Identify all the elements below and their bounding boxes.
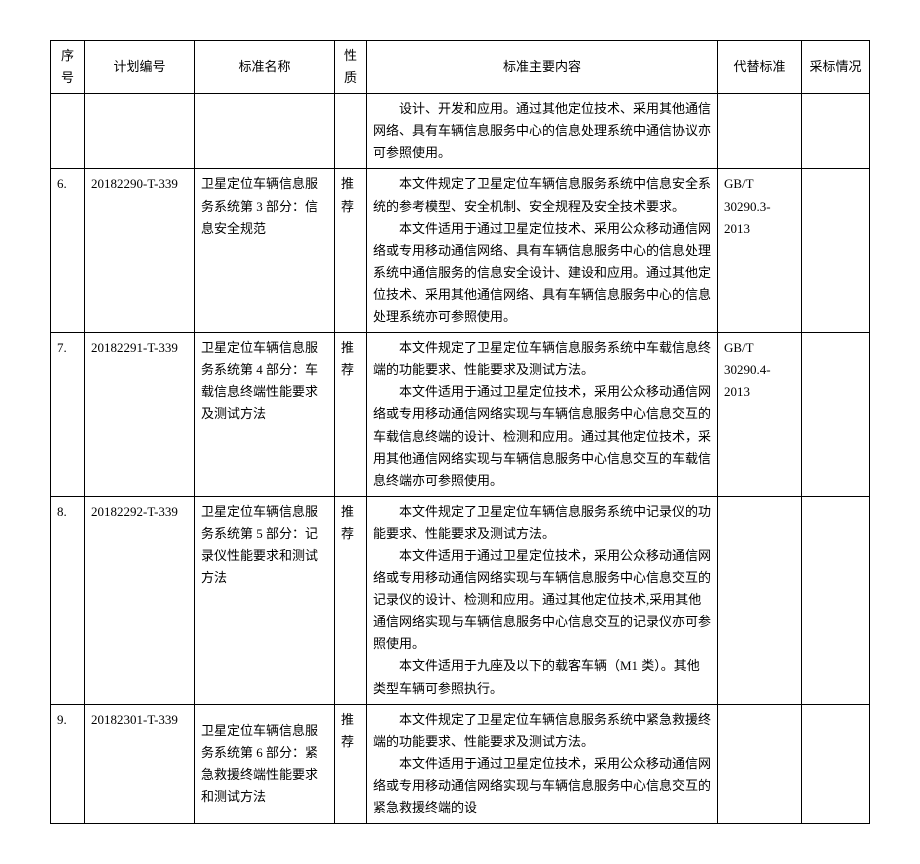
cell-adopt <box>802 94 870 169</box>
cell-seq: 7. <box>51 333 85 497</box>
cell-seq <box>51 94 85 169</box>
cell-content: 本文件规定了卫星定位车辆信息服务系统中紧急救援终端的功能要求、性能要求及测试方法… <box>367 704 718 823</box>
table-row: 设计、开发和应用。通过其他定位技术、采用其他通信网络、具有车辆信息服务中心的信息… <box>51 94 870 169</box>
header-name: 标准名称 <box>195 41 335 94</box>
cell-nature: 推荐 <box>335 333 367 497</box>
cell-plan: 20182301-T-339 <box>85 704 195 823</box>
standards-table: 序号 计划编号 标准名称 性质 标准主要内容 代替标准 采标情况 设计、开发和应… <box>50 40 870 824</box>
cell-replace <box>718 704 802 823</box>
cell-nature: 推荐 <box>335 496 367 704</box>
cell-content: 本文件规定了卫星定位车辆信息服务系统中信息安全系统的参考模型、安全机制、安全规程… <box>367 169 718 333</box>
cell-seq: 8. <box>51 496 85 704</box>
cell-name <box>195 94 335 169</box>
cell-adopt <box>802 169 870 333</box>
cell-replace <box>718 94 802 169</box>
content-paragraph: 本文件规定了卫星定位车辆信息服务系统中记录仪的功能要求、性能要求及测试方法。 <box>373 501 711 545</box>
header-plan: 计划编号 <box>85 41 195 94</box>
table-body: 设计、开发和应用。通过其他定位技术、采用其他通信网络、具有车辆信息服务中心的信息… <box>51 94 870 824</box>
content-paragraph: 设计、开发和应用。通过其他定位技术、采用其他通信网络、具有车辆信息服务中心的信息… <box>373 98 711 164</box>
cell-content: 本文件规定了卫星定位车辆信息服务系统中记录仪的功能要求、性能要求及测试方法。本文… <box>367 496 718 704</box>
cell-content: 本文件规定了卫星定位车辆信息服务系统中车载信息终端的功能要求、性能要求及测试方法… <box>367 333 718 497</box>
cell-replace: GB/T 30290.4-2013 <box>718 333 802 497</box>
header-replace: 代替标准 <box>718 41 802 94</box>
cell-name: 卫星定位车辆信息服务系统第 5 部分：记录仪性能要求和测试方法 <box>195 496 335 704</box>
header-adopt: 采标情况 <box>802 41 870 94</box>
content-paragraph: 本文件规定了卫星定位车辆信息服务系统中车载信息终端的功能要求、性能要求及测试方法… <box>373 337 711 381</box>
cell-adopt <box>802 333 870 497</box>
cell-plan: 20182291-T-339 <box>85 333 195 497</box>
header-row: 序号 计划编号 标准名称 性质 标准主要内容 代替标准 采标情况 <box>51 41 870 94</box>
cell-plan: 20182292-T-339 <box>85 496 195 704</box>
header-content: 标准主要内容 <box>367 41 718 94</box>
cell-plan: 20182290-T-339 <box>85 169 195 333</box>
table-row: 7.20182291-T-339卫星定位车辆信息服务系统第 4 部分：车载信息终… <box>51 333 870 497</box>
content-paragraph: 本文件适用于通过卫星定位技术、采用公众移动通信网络或专用移动通信网络、具有车辆信… <box>373 218 711 328</box>
content-paragraph: 本文件适用于九座及以下的载客车辆（M1 类）。其他类型车辆可参照执行。 <box>373 655 711 699</box>
content-paragraph: 本文件适用于通过卫星定位技术，采用公众移动通信网络或专用移动通信网络实现与车辆信… <box>373 381 711 491</box>
cell-name: 卫星定位车辆信息服务系统第 6 部分：紧急救援终端性能要求和测试方法 <box>195 704 335 823</box>
cell-nature <box>335 94 367 169</box>
table-row: 9.20182301-T-339卫星定位车辆信息服务系统第 6 部分：紧急救援终… <box>51 704 870 823</box>
cell-adopt <box>802 496 870 704</box>
cell-name: 卫星定位车辆信息服务系统第 4 部分：车载信息终端性能要求及测试方法 <box>195 333 335 497</box>
header-nature: 性质 <box>335 41 367 94</box>
content-paragraph: 本文件适用于通过卫星定位技术，采用公众移动通信网络或专用移动通信网络实现与车辆信… <box>373 753 711 819</box>
cell-replace <box>718 496 802 704</box>
cell-plan <box>85 94 195 169</box>
table-row: 6.20182290-T-339卫星定位车辆信息服务系统第 3 部分：信息安全规… <box>51 169 870 333</box>
content-paragraph: 本文件规定了卫星定位车辆信息服务系统中信息安全系统的参考模型、安全机制、安全规程… <box>373 173 711 217</box>
table-row: 8.20182292-T-339卫星定位车辆信息服务系统第 5 部分：记录仪性能… <box>51 496 870 704</box>
cell-nature: 推荐 <box>335 704 367 823</box>
header-seq: 序号 <box>51 41 85 94</box>
cell-nature: 推荐 <box>335 169 367 333</box>
cell-content: 设计、开发和应用。通过其他定位技术、采用其他通信网络、具有车辆信息服务中心的信息… <box>367 94 718 169</box>
content-paragraph: 本文件适用于通过卫星定位技术，采用公众移动通信网络或专用移动通信网络实现与车辆信… <box>373 545 711 655</box>
content-paragraph: 本文件规定了卫星定位车辆信息服务系统中紧急救援终端的功能要求、性能要求及测试方法… <box>373 709 711 753</box>
cell-seq: 6. <box>51 169 85 333</box>
cell-adopt <box>802 704 870 823</box>
cell-replace: GB/T 30290.3-2013 <box>718 169 802 333</box>
cell-name: 卫星定位车辆信息服务系统第 3 部分：信息安全规范 <box>195 169 335 333</box>
cell-seq: 9. <box>51 704 85 823</box>
